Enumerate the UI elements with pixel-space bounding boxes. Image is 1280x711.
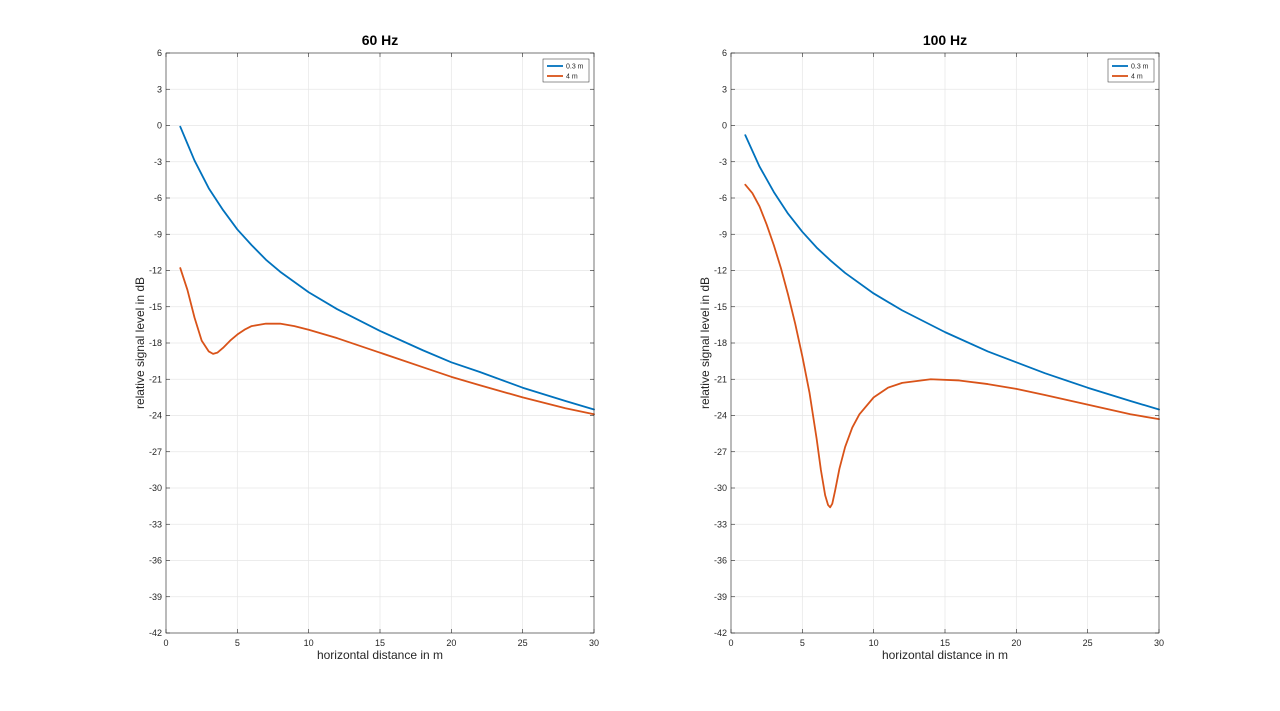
chart-panel-100hz: 0 5 10 15 20 25 30630-3-6-9-12-15-18-21-24-27-… (698, 32, 1164, 662)
y-tick-label: -15 (149, 302, 162, 312)
series-line-orange (744, 183, 1160, 509)
x-tick-label: 30 (589, 638, 599, 648)
y-tick-label: -6 (719, 193, 727, 203)
x-tick-label: 20 (446, 638, 456, 648)
x-tick-label: 10 (304, 638, 314, 648)
y-tick-label: 6 (722, 48, 727, 58)
y-tick-label: -39 (714, 592, 727, 602)
legend: 0.3 m 4 m (1107, 58, 1155, 83)
y-tick-label: -42 (149, 628, 162, 638)
y-tick-label: -27 (714, 447, 727, 457)
y-tick-label: 3 (722, 84, 727, 94)
series-line-blue (744, 134, 1160, 411)
y-tick-label: -9 (719, 229, 727, 239)
y-tick-label: 0 (157, 121, 162, 131)
legend-label: 0.3 m (566, 64, 584, 71)
y-tick-label: -6 (154, 193, 162, 203)
y-tick-label: -21 (714, 374, 727, 384)
y-tick-label: -21 (149, 374, 162, 384)
y-tick-label: -24 (714, 411, 727, 421)
series-line-orange (179, 267, 595, 416)
y-tick-label: 6 (157, 48, 162, 58)
series-layer (744, 134, 1160, 509)
y-tick-label: -3 (154, 157, 162, 167)
x-axis-label: horizontal distance in m (317, 648, 443, 662)
y-tick-label: -3 (719, 157, 727, 167)
x-tick-label: 20 (1011, 638, 1021, 648)
tick-labels: 0 5 10 15 20 25 30630-3-6-9-12-15-18-21-24-27-… (149, 48, 599, 648)
y-tick-label: -9 (154, 229, 162, 239)
y-tick-label: -15 (714, 302, 727, 312)
x-tick-label: 5 (800, 638, 805, 648)
legend-label: 4 m (1131, 74, 1143, 81)
y-tick-label: -33 (714, 519, 727, 529)
y-tick-label: 3 (157, 84, 162, 94)
y-axis-label: relative signal level in dB (698, 277, 712, 409)
tick-labels: 0 5 10 15 20 25 30630-3-6-9-12-15-18-21-24-27-… (714, 48, 1164, 648)
y-tick-label: -18 (714, 338, 727, 348)
y-tick-label: -42 (714, 628, 727, 638)
series-line-blue (179, 125, 595, 411)
y-tick-label: -12 (714, 266, 727, 276)
x-tick-label: 10 (869, 638, 879, 648)
y-tick-label: -39 (149, 592, 162, 602)
y-tick-label: -30 (714, 483, 727, 493)
legend-label: 4 m (566, 74, 578, 81)
y-tick-label: -24 (149, 411, 162, 421)
y-tick-label: -18 (149, 338, 162, 348)
grid-lines (165, 52, 595, 634)
x-tick-label: 25 (1083, 638, 1093, 648)
y-axis-label: relative signal level in dB (133, 277, 147, 409)
y-tick-label: -30 (149, 483, 162, 493)
y-tick-label: -36 (149, 556, 162, 566)
chart-title: 100 Hz (923, 32, 967, 48)
x-tick-label: 25 (518, 638, 528, 648)
legend-label: 0.3 m (1131, 64, 1149, 71)
x-tick-label: 30 (1154, 638, 1164, 648)
y-tick-label: -12 (149, 266, 162, 276)
chart-panel-60hz: 0 5 10 15 20 25 30630-3-6-9-12-15-18-21-24-27-… (133, 32, 599, 662)
series-layer (179, 125, 595, 416)
chart-title: 60 Hz (362, 32, 399, 48)
y-tick-label: -33 (149, 519, 162, 529)
x-tick-label: 15 (940, 638, 950, 648)
x-tick-label: 0 (163, 638, 168, 648)
y-tick-label: 0 (722, 121, 727, 131)
legend: 0.3 m 4 m (542, 58, 590, 83)
x-tick-label: 5 (235, 638, 240, 648)
x-axis-label: horizontal distance in m (882, 648, 1008, 662)
x-tick-label: 15 (375, 638, 385, 648)
y-tick-label: -27 (149, 447, 162, 457)
y-tick-label: -36 (714, 556, 727, 566)
x-tick-label: 0 (728, 638, 733, 648)
